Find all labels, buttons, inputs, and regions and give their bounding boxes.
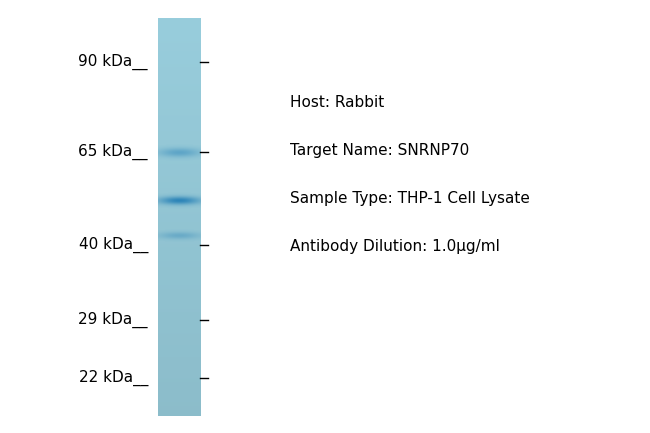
- Text: 90 kDa__: 90 kDa__: [79, 54, 148, 70]
- Text: Host: Rabbit: Host: Rabbit: [290, 95, 384, 110]
- Text: 65 kDa__: 65 kDa__: [79, 144, 148, 160]
- Text: 40 kDa__: 40 kDa__: [79, 237, 148, 253]
- Text: 29 kDa__: 29 kDa__: [79, 312, 148, 328]
- Text: 22 kDa__: 22 kDa__: [79, 370, 148, 386]
- Text: Target Name: SNRNP70: Target Name: SNRNP70: [290, 143, 469, 158]
- Text: Sample Type: THP-1 Cell Lysate: Sample Type: THP-1 Cell Lysate: [290, 191, 530, 206]
- Text: Antibody Dilution: 1.0µg/ml: Antibody Dilution: 1.0µg/ml: [290, 239, 500, 254]
